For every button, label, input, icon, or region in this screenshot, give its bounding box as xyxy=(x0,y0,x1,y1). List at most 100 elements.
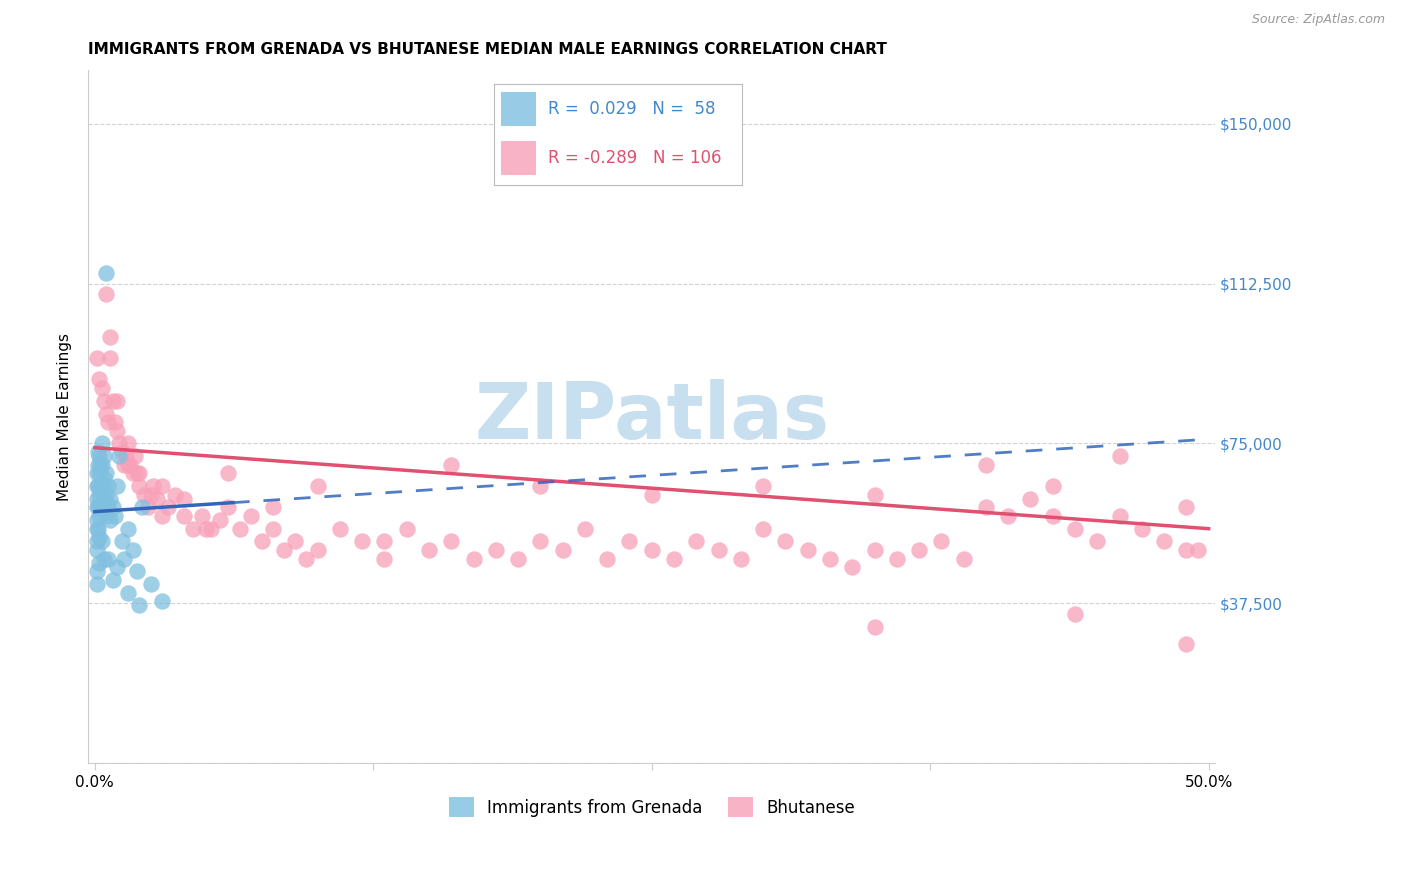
Point xyxy=(89,458,111,472)
Point xyxy=(262,522,284,536)
Point xyxy=(218,467,240,481)
Point xyxy=(284,534,307,549)
Point xyxy=(86,534,108,549)
Point xyxy=(132,487,155,501)
Point xyxy=(86,351,108,366)
Point xyxy=(775,534,797,549)
Point xyxy=(228,522,250,536)
Point xyxy=(818,551,841,566)
Point xyxy=(974,458,997,472)
Point xyxy=(997,508,1019,523)
Point xyxy=(89,530,111,544)
Point xyxy=(121,543,143,558)
Point xyxy=(707,543,730,558)
Point xyxy=(952,551,974,566)
Point xyxy=(86,467,108,481)
Point xyxy=(974,500,997,515)
Point xyxy=(295,551,318,566)
Point xyxy=(86,491,108,506)
Point xyxy=(90,534,112,549)
Point xyxy=(100,351,122,366)
Point xyxy=(101,573,124,587)
Point xyxy=(574,522,596,536)
Point xyxy=(1085,534,1108,549)
Point xyxy=(908,543,931,558)
Point xyxy=(117,458,139,472)
Point xyxy=(931,534,953,549)
Point xyxy=(191,508,214,523)
Point xyxy=(730,551,752,566)
Point xyxy=(112,551,135,566)
Point xyxy=(94,467,117,481)
Point xyxy=(163,487,186,501)
Point xyxy=(863,487,886,501)
Point xyxy=(1187,543,1209,558)
Point xyxy=(93,551,115,566)
Point xyxy=(86,577,108,591)
Point xyxy=(87,458,110,472)
Point xyxy=(112,458,135,472)
Point xyxy=(752,479,775,493)
Point xyxy=(101,500,124,515)
Point xyxy=(150,594,173,608)
Point xyxy=(94,266,117,280)
Point xyxy=(120,458,142,472)
Text: IMMIGRANTS FROM GRENADA VS BHUTANESE MEDIAN MALE EARNINGS CORRELATION CHART: IMMIGRANTS FROM GRENADA VS BHUTANESE MED… xyxy=(89,42,887,57)
Point xyxy=(506,551,529,566)
Point xyxy=(90,458,112,472)
Point xyxy=(128,467,150,481)
Point xyxy=(1108,449,1130,463)
Point xyxy=(94,508,117,523)
Point xyxy=(86,543,108,558)
Point xyxy=(886,551,908,566)
Point xyxy=(752,522,775,536)
Point xyxy=(262,500,284,515)
Point xyxy=(551,543,574,558)
Point xyxy=(142,479,165,493)
Point xyxy=(1064,607,1087,621)
Point xyxy=(86,522,108,536)
Point xyxy=(115,449,138,463)
Point xyxy=(146,491,169,506)
Point xyxy=(485,543,508,558)
Point xyxy=(86,479,108,493)
Point xyxy=(108,449,131,463)
Point xyxy=(440,534,463,549)
Point xyxy=(329,522,352,536)
Point xyxy=(685,534,707,549)
Point xyxy=(1042,508,1064,523)
Point xyxy=(150,508,173,523)
Point xyxy=(218,500,240,515)
Point xyxy=(124,449,146,463)
Point xyxy=(110,445,132,459)
Point xyxy=(200,522,222,536)
Point xyxy=(89,500,111,515)
Point xyxy=(87,445,110,459)
Point xyxy=(173,508,195,523)
Point xyxy=(87,522,110,536)
Point xyxy=(101,393,124,408)
Point xyxy=(195,522,218,536)
Point xyxy=(128,479,150,493)
Point xyxy=(89,467,111,481)
Text: ZIPatlas: ZIPatlas xyxy=(474,379,830,455)
Point xyxy=(373,534,395,549)
Point xyxy=(117,436,139,450)
Point xyxy=(619,534,641,549)
Point xyxy=(250,534,273,549)
Point xyxy=(1175,543,1198,558)
Point xyxy=(93,393,115,408)
Point xyxy=(86,564,108,578)
Y-axis label: Median Male Earnings: Median Male Earnings xyxy=(58,333,72,500)
Point xyxy=(273,543,295,558)
Point xyxy=(87,500,110,515)
Point xyxy=(463,551,485,566)
Point xyxy=(307,543,329,558)
Point xyxy=(1130,522,1153,536)
Point xyxy=(841,560,863,574)
Point xyxy=(529,479,551,493)
Point xyxy=(97,551,120,566)
Point xyxy=(97,500,120,515)
Text: Source: ZipAtlas.com: Source: ZipAtlas.com xyxy=(1251,13,1385,27)
Point xyxy=(104,415,127,429)
